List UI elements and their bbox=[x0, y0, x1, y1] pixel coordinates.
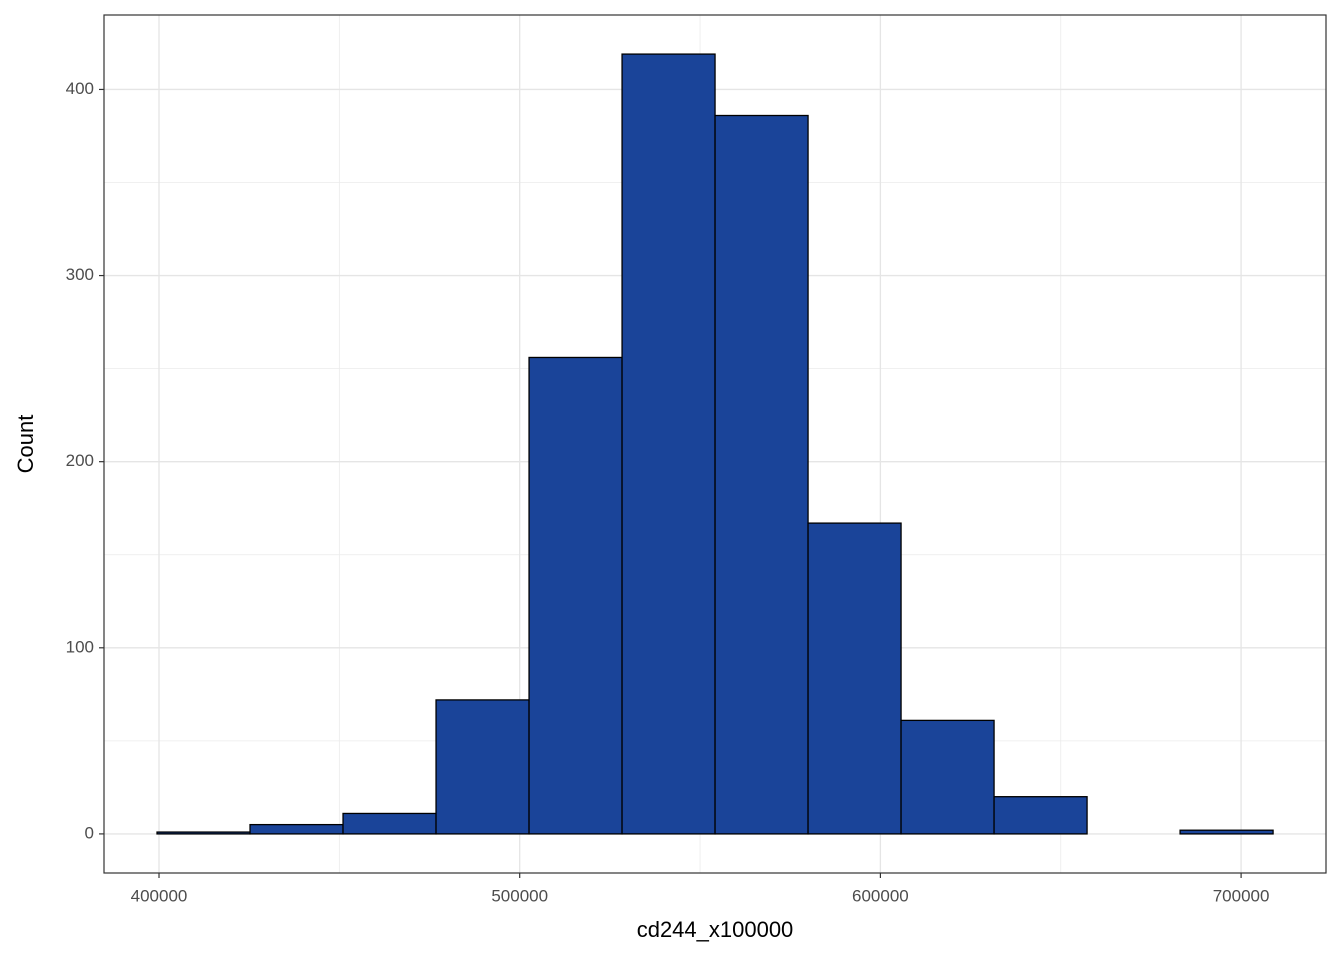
bar bbox=[249, 823, 344, 835]
x-axis-title: cd244_x100000 bbox=[637, 917, 794, 942]
bar bbox=[1179, 829, 1274, 835]
y-tick-label: 200 bbox=[66, 451, 94, 470]
y-axis-title: Count bbox=[13, 415, 38, 474]
bar bbox=[900, 719, 995, 835]
x-tick-label: 500000 bbox=[491, 886, 548, 905]
bar bbox=[435, 699, 530, 835]
bar bbox=[807, 522, 902, 835]
bar bbox=[714, 114, 809, 835]
y-tick-label: 300 bbox=[66, 265, 94, 284]
bar bbox=[342, 812, 437, 835]
bar bbox=[528, 356, 623, 835]
y-tick-label: 0 bbox=[85, 823, 94, 842]
panel-border bbox=[103, 14, 1327, 874]
bar bbox=[993, 796, 1088, 835]
y-tick-label: 100 bbox=[66, 637, 94, 656]
bar bbox=[156, 831, 251, 835]
x-tick-label: 600000 bbox=[852, 886, 909, 905]
y-tick-label: 400 bbox=[66, 79, 94, 98]
x-tick-label: 400000 bbox=[131, 886, 188, 905]
bar bbox=[621, 53, 716, 835]
x-tick-label: 700000 bbox=[1213, 886, 1270, 905]
